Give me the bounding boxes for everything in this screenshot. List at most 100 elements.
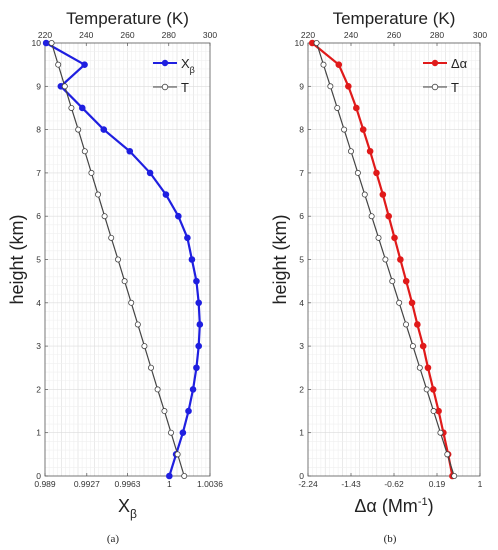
x-axis-label-close: ) [428,496,434,516]
y-tick-label: 1 [299,428,304,438]
x-tick-label: 0.9927 [74,479,100,489]
x-tick-label: -0.62 [384,479,404,489]
data-point [81,61,88,68]
top-axis-title: Temperature (K) [66,9,189,28]
legend-label: T [181,80,189,95]
data-point [188,256,196,263]
top-tick-label: 260 [120,30,134,40]
data-point [134,321,141,328]
data-point [189,386,197,393]
y-tick-label: 0 [299,471,304,481]
data-point [416,364,423,371]
legend-label: Xβ [181,56,195,75]
panel-a: 0 1 2 3 4 5 6 7 8 9 10 0.989 0.9927 0.9963 1 1.0036 220 2… [7,9,223,545]
top-tick-label: 240 [79,30,93,40]
x-axis-label-superscript: -1 [418,496,428,508]
data-point [389,278,396,285]
top-tick-label: 220 [38,30,52,40]
legend-label-main: T [451,80,459,95]
x-axis-label: Xβ [118,496,137,521]
data-point [353,104,360,112]
data-point [313,40,320,47]
x-tick-label: 0.19 [429,479,446,489]
data-point [61,83,68,90]
data-point [435,407,442,415]
data-point [334,104,341,111]
x-tick-label: -1.43 [341,479,361,489]
data-point [162,191,170,198]
legend-marker [431,59,439,67]
data-point [345,83,352,90]
data-point [101,213,108,220]
y-tick-label: 5 [36,255,41,265]
data-point [444,451,451,458]
series-primary [308,39,456,480]
y-tick-label: 9 [299,81,304,91]
data-point [148,364,155,371]
data-point [48,40,55,47]
data-point [146,169,154,177]
data-point [78,104,86,112]
data-point [409,343,416,350]
panel-caption: (a) [107,533,120,545]
data-point [141,343,148,350]
x-tick-label: 1 [167,479,172,489]
data-point [320,61,327,68]
data-point [397,256,404,263]
y-tick-label: 8 [36,125,41,135]
data-point [166,472,173,480]
legend: Xβ T [153,56,195,95]
data-point [385,212,392,220]
series-temperature [48,40,188,479]
data-point [196,321,204,328]
data-point [184,234,191,242]
data-point [55,61,62,68]
panel-b: 0 1 2 3 4 5 6 7 8 9 10 -2.24 -1.43 -0.62 0.19 1 220 240 26… [270,9,487,545]
y-axis-label: height (km) [7,214,27,304]
legend: Δα T [423,56,468,95]
data-point [414,321,421,328]
y-tick-label: 7 [299,168,304,178]
top-tick-label: 220 [301,30,315,40]
y-tick-label: 4 [36,298,41,308]
y-axis-label: height (km) [270,214,290,304]
y-tick-label: 6 [299,211,304,221]
data-point [437,429,444,436]
y-tick-label: 6 [36,211,41,221]
data-point [174,451,181,458]
y-tick-label: 2 [36,384,41,394]
data-point [341,126,348,133]
data-point [154,386,161,393]
data-point [193,364,200,372]
data-point [108,234,115,241]
data-point [408,299,416,307]
data-point [179,429,187,437]
x-tick-label: 0.9963 [115,479,141,489]
x-axis-label-main: Δα (Mm [354,496,417,516]
data-point [379,191,387,198]
legend-marker [161,83,169,91]
grid [308,43,480,476]
data-point [354,169,361,176]
data-point [361,191,368,198]
y-tick-label: 3 [299,341,304,351]
data-point [373,169,380,177]
top-axis-title: Temperature (K) [333,9,456,28]
data-point [75,126,82,133]
data-point [375,234,382,241]
top-tick-label: 280 [162,30,176,40]
legend-label: Δα [451,56,468,71]
data-point [175,212,182,220]
data-point [168,429,175,436]
data-point [181,472,188,479]
data-point [193,277,200,285]
y-tick-label: 3 [36,341,41,351]
data-point [81,148,88,155]
x-axis-label-subscript: β [130,507,137,521]
data-point [451,472,458,479]
y-tick-label: 8 [299,125,304,135]
legend-label-subscript: β [190,65,195,75]
legend-label-main: T [181,80,189,95]
x-tick-label: 0.989 [34,479,56,489]
x-tick-label: 1 [478,479,483,489]
